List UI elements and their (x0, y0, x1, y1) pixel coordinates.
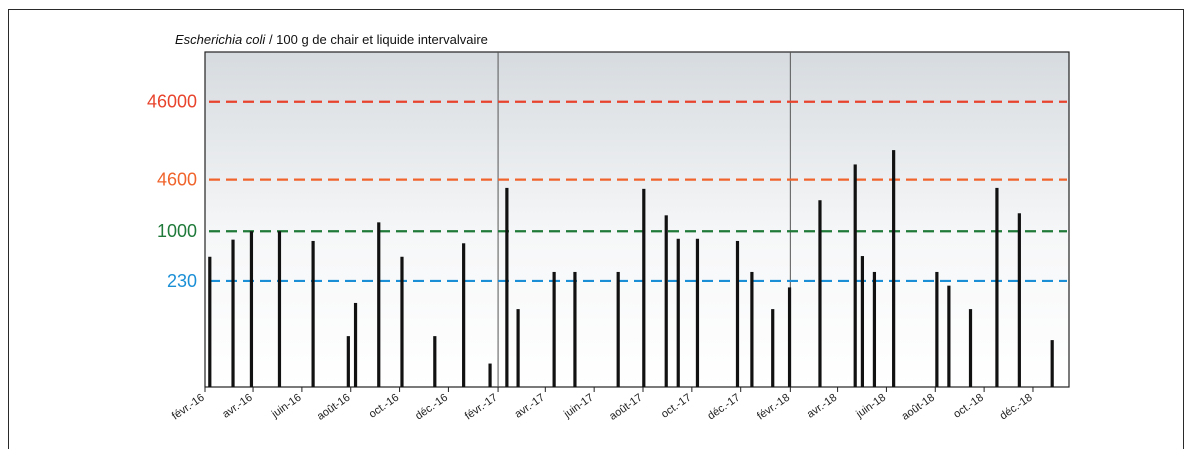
bar (787, 287, 792, 387)
x-tick-label: févr.-17 (463, 392, 500, 423)
x-tick-label: févr.-18 (755, 392, 792, 423)
bar (433, 336, 437, 387)
chart-frame: Escherichia coli / 100 g de chair et liq… (8, 9, 1184, 449)
x-axis-labels: févr.-16 avr.-16 juin-16 août-16 oct.-16 déc.… (170, 392, 1035, 423)
x-tick-label: juin-18 (853, 392, 888, 421)
bar (208, 256, 212, 387)
x-tick-label: juin-17 (561, 392, 596, 421)
bar (1017, 213, 1021, 387)
bar (516, 309, 520, 387)
chart-title: Escherichia coli / 100 g de chair et liq… (175, 32, 488, 47)
bar (642, 188, 646, 387)
bar (947, 285, 951, 387)
threshold-label-1000: 1000 (157, 221, 197, 241)
bar (277, 231, 282, 387)
x-tick-label: déc.-18 (998, 392, 1035, 423)
x-tick-label: avr.-17 (513, 392, 547, 421)
threshold-lines: 46000 4600 1000 230 (147, 92, 1067, 291)
bar (892, 150, 896, 387)
bar (995, 187, 999, 387)
bar (573, 271, 577, 387)
bar (860, 256, 865, 387)
bar (771, 309, 775, 387)
bar (818, 200, 822, 387)
bar (1050, 340, 1054, 387)
bar (231, 239, 235, 387)
x-tick-label: déc.-16 (413, 392, 450, 423)
chart-title-unit: / 100 g de chair et liquide intervalvair… (265, 32, 488, 47)
bar (552, 271, 556, 387)
x-tick-label: oct.-17 (659, 392, 693, 421)
bar (735, 240, 740, 387)
bar (400, 256, 404, 387)
bar (676, 238, 680, 387)
x-tick-label: août-16 (315, 392, 352, 423)
bar (353, 302, 358, 387)
bars (208, 150, 1054, 387)
bar (664, 215, 668, 387)
threshold-label-4600: 4600 (157, 170, 197, 190)
bar (346, 336, 350, 387)
bar (750, 271, 754, 387)
plot-area (204, 51, 1070, 388)
x-tick-label: juin-16 (269, 392, 304, 421)
x-tick-label: févr.-16 (170, 392, 207, 423)
threshold-label-230: 230 (167, 271, 197, 291)
bar (377, 222, 381, 387)
bar (505, 187, 509, 387)
bar (872, 271, 877, 387)
bar (695, 238, 700, 387)
threshold-label-46000: 46000 (147, 92, 197, 112)
bar (311, 240, 315, 387)
x-tick-label: août-18 (900, 392, 937, 423)
x-tick-label: oct.-16 (367, 392, 401, 421)
bar (462, 243, 466, 387)
x-tick-label: avr.-18 (805, 392, 839, 421)
bar (935, 271, 939, 387)
escherichia-coli-chart: Escherichia coli / 100 g de chair et liq… (147, 32, 1070, 423)
x-tick-label: oct.-18 (951, 392, 985, 421)
chart-title-species: Escherichia coli (175, 32, 266, 47)
x-tick-label: août-17 (607, 392, 644, 423)
x-tick-label: avr.-16 (220, 392, 254, 421)
bar (249, 231, 254, 387)
bar (488, 363, 492, 387)
x-tick-label: déc.-17 (705, 392, 742, 423)
bar (853, 164, 857, 387)
bar (616, 271, 620, 387)
x-axis-ticks (204, 387, 1034, 392)
bar (968, 309, 973, 387)
